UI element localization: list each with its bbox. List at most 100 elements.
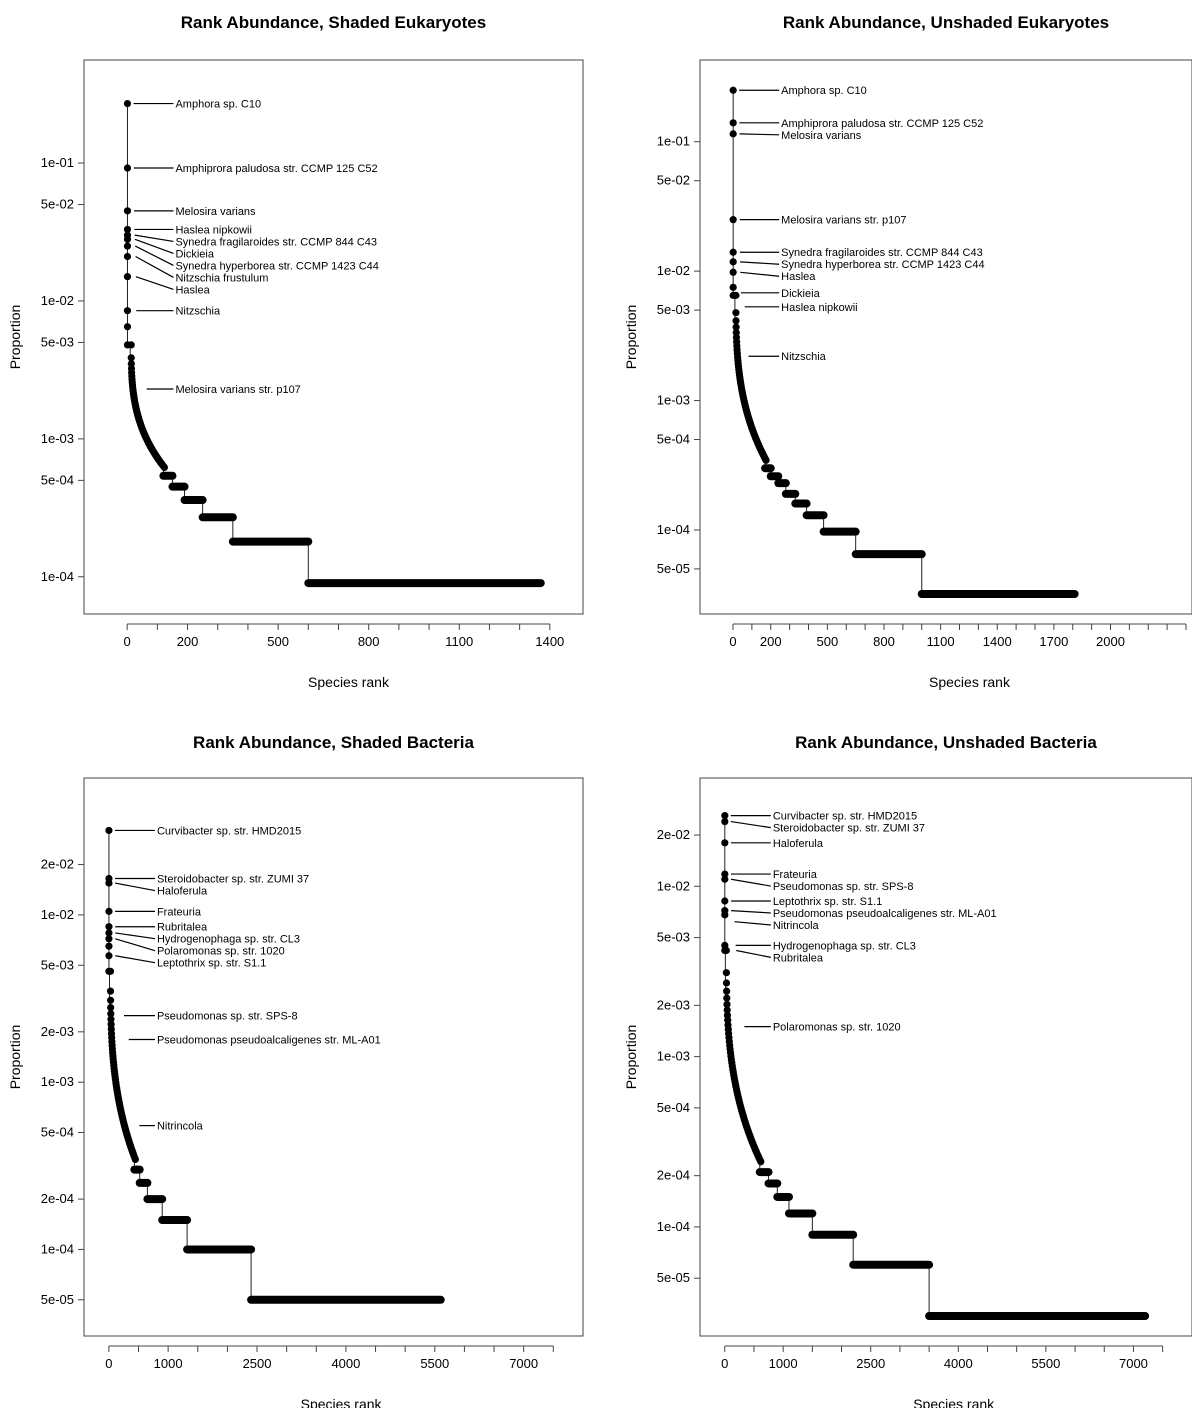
species-annotation-label: Polaromonas sp. str. 1020 [157, 946, 285, 958]
plot-frame [699, 59, 1192, 615]
chart-title: Rank Abundance, Shaded Bacteria [193, 733, 474, 752]
species-point [127, 354, 135, 362]
species-point [106, 967, 115, 975]
species-annotation-label: Melosira varians str. p107 [781, 215, 906, 227]
species-point [729, 130, 737, 138]
species-annotation-label: Polaromonas sp. str. 1020 [773, 1022, 901, 1034]
chart-title: Rank Abundance, Unshaded Bacteria [795, 733, 1097, 752]
species-point [123, 207, 132, 215]
species-annotation-label: Haslea [175, 284, 210, 296]
plot-frame [83, 777, 584, 1337]
species-annotation-label: Haloferula [773, 838, 824, 850]
species-annotation-label: Curvibacter sp. str. HMD2015 [157, 825, 301, 837]
y-tick-label: 1e-01 [41, 155, 74, 170]
chart-panel-shaded-bacteria: Rank Abundance, Shaded Bacteria 0 1000 2500… [0, 704, 596, 1408]
y-tick-label: 1e-04 [657, 522, 690, 537]
species-point [721, 875, 729, 883]
species-annotation-label: Nitrincola [773, 920, 820, 932]
species-point [123, 235, 132, 243]
y-tick-label: 5e-03 [657, 302, 690, 317]
species-annotation-label: Hydrogenophaga sp. str. CL3 [773, 940, 916, 952]
rank-abundance-plot: Rank Abundance, Shaded Bacteria 0 1000 2500… [7, 733, 584, 1408]
species-point [105, 826, 113, 835]
species-annotation-label: Haslea nipkowii [781, 302, 857, 314]
species-point [127, 341, 135, 349]
y-tick-label: 1e-03 [657, 1049, 690, 1064]
species-point [729, 283, 737, 291]
x-tick-label: 4000 [331, 1356, 360, 1371]
annotation-leader-line [740, 271, 780, 277]
annotation-leader-line [739, 133, 780, 136]
species-point [123, 323, 132, 331]
x-tick-label: 4000 [944, 1356, 973, 1371]
species-point [105, 942, 113, 950]
species-annotation-label: Dickieia [781, 288, 820, 300]
y-axis-label: Proportion [623, 1025, 639, 1090]
species-point [721, 817, 729, 826]
species-annotation-label: Hydrogenophaga sp. str. CL3 [157, 934, 300, 946]
y-tick-label: 1e-04 [41, 1241, 74, 1256]
y-tick-label: 1e-03 [657, 393, 690, 408]
species-point [106, 996, 115, 1004]
x-tick-label: 200 [177, 634, 199, 649]
species-annotation-label: Amphiprora paludosa str. CCMP 125 C52 [175, 163, 377, 175]
species-point [123, 307, 132, 315]
species-annotation-label: Leptothrix sp. str. S1.1 [773, 896, 882, 908]
species-annotation-label: Frateuria [773, 869, 818, 881]
y-tick-label: 5e-05 [41, 1292, 74, 1307]
species-point [723, 1000, 731, 1008]
species-point [722, 946, 730, 955]
species-annotation-label: Amphiprora paludosa str. CCMP 125 C52 [781, 118, 983, 130]
species-point [105, 952, 113, 960]
annotation-leader-line [134, 238, 174, 254]
y-axis-label: Proportion [623, 305, 639, 370]
x-tick-label: 2500 [856, 1356, 885, 1371]
x-tick-label: 1400 [535, 634, 564, 649]
y-axis-label: Proportion [7, 1025, 23, 1090]
species-point [107, 1003, 115, 1012]
species-annotation-label: Synedra fragilaroides str. CCMP 844 C43 [175, 236, 377, 248]
species-point [723, 994, 731, 1002]
x-tick-label: 200 [760, 634, 782, 649]
x-tick-label: 1700 [1039, 634, 1068, 649]
plot-frame [699, 777, 1192, 1337]
species-annotation-label: Melosira varians str. p107 [175, 384, 300, 396]
y-tick-label: 2e-03 [657, 997, 690, 1012]
species-point [721, 839, 729, 847]
x-tick-label: 500 [267, 634, 289, 649]
species-annotation-label: Haslea nipkowii [175, 224, 251, 236]
species-annotation-label: Haloferula [157, 886, 208, 898]
x-tick-label: 500 [817, 634, 839, 649]
rank-abundance-plot: Rank Abundance, Unshaded Eukaryotes 0 200 5… [623, 13, 1192, 690]
x-tick-label: 1100 [445, 634, 473, 649]
species-annotation-label: Steroidobacter sp. str. ZUMI 37 [773, 823, 925, 835]
species-point [732, 309, 740, 317]
x-tick-label: 800 [358, 634, 380, 649]
y-tick-label: 5e-03 [41, 334, 74, 349]
y-tick-label: 1e-01 [657, 134, 690, 149]
y-tick-label: 5e-03 [41, 957, 74, 972]
species-annotation-label: Haslea [781, 271, 816, 283]
species-point [123, 273, 132, 281]
species-annotation-label: Amphora sp. C10 [781, 85, 867, 97]
species-point [732, 323, 740, 331]
species-point [123, 225, 132, 234]
x-tick-label: 0 [721, 1356, 728, 1371]
species-annotation-label: Melosira varians [781, 130, 862, 142]
species-annotation-label: Nitrincola [157, 1121, 204, 1133]
x-tick-label: 1100 [927, 634, 955, 649]
species-point [107, 1010, 115, 1018]
species-point [729, 86, 737, 94]
species-annotation-label: Pseudomonas sp. str. SPS-8 [157, 1011, 298, 1023]
species-point [722, 969, 730, 977]
species-point [757, 1158, 765, 1166]
y-tick-label: 1e-03 [41, 1074, 74, 1089]
annotation-leader-line [740, 261, 780, 265]
chart-panel-unshaded-bacteria: Rank Abundance, Unshaded Bacteria 0 1000 25… [596, 704, 1192, 1408]
annotation-leader-line [114, 882, 156, 892]
y-tick-label: 5e-04 [657, 1100, 690, 1115]
species-annotation-label: Synedra hyperborea str. CCMP 1423 C44 [781, 259, 984, 271]
annotation-leader-line [115, 938, 156, 952]
annotation-leader-line [135, 276, 174, 291]
x-axis-label: Species rank [308, 674, 390, 690]
